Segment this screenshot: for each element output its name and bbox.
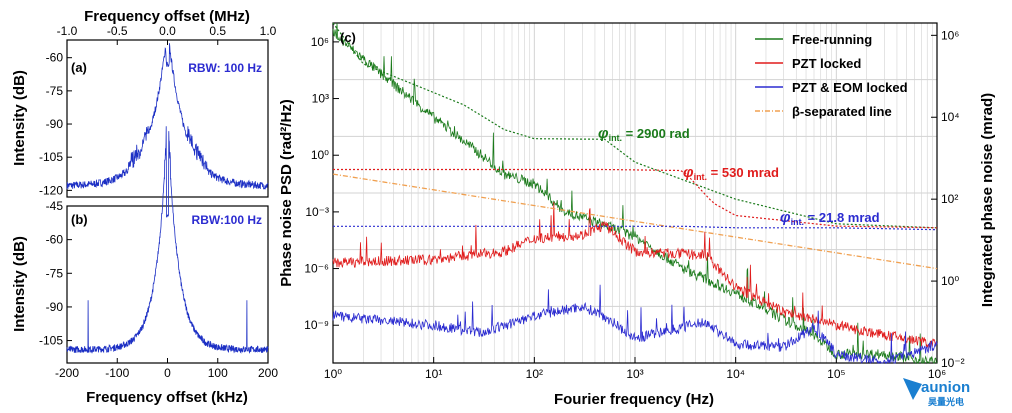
- panel-a-xtick-label: 0.5: [209, 24, 226, 38]
- panel-c-xtick-label: 10⁰: [324, 367, 342, 381]
- panel-a-ylabel: Intensity (dB): [11, 70, 28, 166]
- panel-c-ylabel-right: Integrated phase noise (mrad): [979, 93, 996, 307]
- annotation-subscript: int.: [791, 217, 805, 227]
- panel-b-ytick-label: -75: [46, 266, 64, 280]
- annotation-value: = 21.8 mrad: [804, 210, 880, 225]
- panel-c: 10⁰ 10¹ 10² 10³ 10⁴ 10⁵ 10⁶ 10⁶ 10³ 10⁰ 10⁻³ 10⁻⁶ 10…: [278, 22, 996, 408]
- panel-c-xlabel: Fourier frequency (Hz): [554, 391, 714, 408]
- panel-a-xtick-label: -0.5: [107, 24, 128, 38]
- panel-c-ytick-right-label: 10⁶: [941, 28, 959, 42]
- logo-subtitle: 昊量光电: [928, 396, 964, 407]
- psd-line-0: [332, 22, 938, 365]
- panel-b-ytick-label: -60: [46, 233, 64, 247]
- panel-a-spectrum-line: [66, 43, 269, 190]
- aunion-logo: aunion 昊量光电: [903, 378, 970, 407]
- annotation-value: = 2900 rad: [622, 126, 690, 141]
- panel-c-xtick-label: 10¹: [425, 367, 442, 381]
- panel-a-xtick-label: 0.0: [159, 24, 176, 38]
- panel-b: -200 -100 0 100 200 -45 -60 -75 -90 -105 (b) RBW:…: [11, 126, 278, 406]
- panel-a-rbw: RBW: 100 Hz: [188, 61, 262, 75]
- integrated-noise-annotation: φint. = 530 mrad: [683, 164, 779, 182]
- panel-c-ytick-label: 10⁶: [311, 35, 329, 49]
- panel-c-xtick-label: 10⁶: [928, 367, 946, 381]
- panel-c-ytick-label: 10⁻⁹: [304, 318, 329, 332]
- panel-c-label: (c): [340, 30, 356, 45]
- panel-b-ytick-label: -45: [46, 199, 64, 213]
- annotation-subscript: int.: [609, 133, 623, 143]
- panel-c-xtick-label: 10⁴: [726, 367, 745, 381]
- integrated-noise-annotation: φint. = 21.8 mrad: [780, 209, 880, 227]
- panel-a-ytick-label: -75: [46, 84, 64, 98]
- panel-c-ytick-label: 10⁻³: [305, 205, 329, 219]
- panel-b-spectrum-line: [66, 126, 269, 354]
- panel-b-xlabel: Frequency offset (kHz): [86, 389, 248, 406]
- panel-a: Frequency offset (MHz) -1.0 -0.5 0.0 0.5 1.0…: [11, 8, 277, 198]
- panel-b-label: (b): [71, 212, 88, 227]
- panel-a-ytick-label: -60: [46, 51, 64, 65]
- panel-a-label: (a): [71, 60, 87, 75]
- legend-label: PZT & EOM locked: [792, 80, 908, 95]
- panel-c-ytick-label: 10⁻⁶: [304, 262, 329, 276]
- panel-c-ytick-label: 10⁰: [311, 148, 329, 162]
- panel-c-ylabel: Phase noise PSD (rad²/Hz): [278, 99, 295, 287]
- psd-line-2: [332, 284, 938, 365]
- panel-c-xtick-label: 10²: [526, 367, 543, 381]
- panel-a-ytick-label: -90: [46, 117, 64, 131]
- integrated-noise-annotation: φint. = 2900 rad: [598, 125, 690, 143]
- panel-c-xtick-label: 10³: [626, 367, 643, 381]
- panel-a-xtick-label: -1.0: [57, 24, 78, 38]
- legend-label: β-separated line: [792, 104, 892, 119]
- panel-c-xtick-label: 10⁵: [827, 367, 845, 381]
- annotation-symbol: φ: [683, 164, 694, 181]
- panel-a-ytick-label: -105: [39, 150, 63, 164]
- integrated-line-2: [333, 225, 938, 231]
- panel-c-ytick-right-label: 10⁰: [941, 274, 959, 288]
- logo-arrow-icon: [903, 378, 922, 400]
- psd-line-1: [332, 201, 938, 349]
- panel-b-xtick-label: -100: [105, 366, 129, 380]
- annotation-symbol: φ: [598, 125, 609, 142]
- panel-b-rbw: RBW:100 Hz: [192, 213, 262, 227]
- legend-label: Free-running: [792, 32, 872, 47]
- panel-b-xtick-label: -200: [55, 366, 79, 380]
- panel-c-ytick-right-label: 10⁴: [941, 110, 960, 124]
- psd-line-3: [332, 173, 938, 270]
- legend-label: PZT locked: [792, 56, 861, 71]
- annotation-value: = 530 mrad: [707, 165, 779, 180]
- panel-c-legend: Free-running PZT locked PZT & EOM locked β-…: [755, 32, 908, 119]
- annotation-subscript: int.: [694, 172, 708, 182]
- panel-a-top-xlabel: Frequency offset (MHz): [84, 8, 250, 25]
- panel-b-xtick-label: 100: [208, 366, 228, 380]
- integrated-line-0: [332, 22, 938, 229]
- integrated-line-1: [333, 168, 938, 229]
- panel-c-ytick-right-label: 10²: [941, 192, 958, 206]
- annotation-symbol: φ: [780, 209, 791, 226]
- panel-a-xtick-label: 1.0: [260, 24, 277, 38]
- panel-b-ytick-label: -90: [46, 300, 64, 314]
- logo-name: aunion: [921, 379, 970, 396]
- panel-b-xtick-label: 200: [258, 366, 278, 380]
- panel-b-ylabel: Intensity (dB): [11, 236, 28, 332]
- panel-a-ytick-label: -120: [39, 183, 63, 197]
- panel-c-ytick-right-label: 10⁻²: [941, 356, 965, 370]
- panel-b-ytick-label: -105: [39, 334, 63, 348]
- panel-c-ytick-label: 10³: [312, 92, 329, 106]
- panel-b-frame: [66, 205, 269, 364]
- panel-b-xtick-label: 0: [164, 366, 171, 380]
